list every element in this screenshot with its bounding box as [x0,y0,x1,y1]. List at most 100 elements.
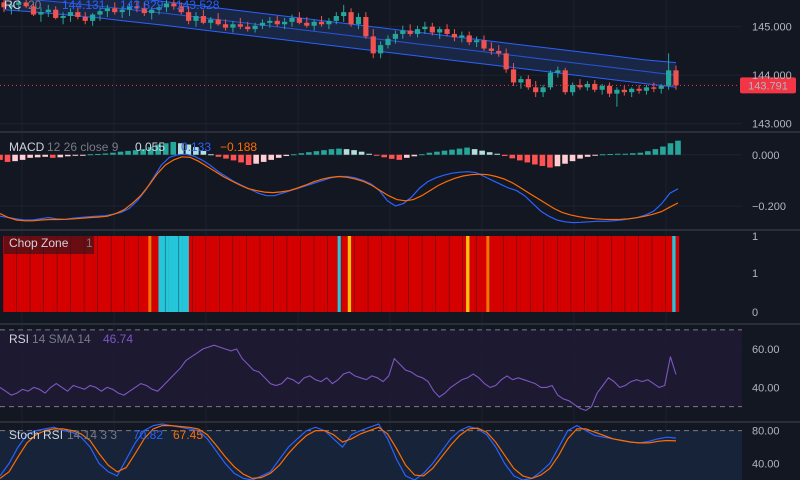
chop-column [442,236,446,312]
macd-hist-bar [388,154,395,159]
macd-hist-bar [147,147,154,155]
chop-column [641,236,646,312]
candle [370,29,376,59]
chop-column [472,236,477,312]
chop-column [344,236,348,312]
macd-hist-bar [396,154,403,160]
candle [45,4,51,17]
candle-body [289,17,295,22]
chop-column [303,236,308,312]
chop-column [107,236,112,312]
chop-column [422,236,426,312]
chop-column [459,236,463,312]
chop-column [411,236,416,312]
macd-hist-bar [170,141,177,155]
chop-column [543,236,548,312]
chop-column [114,236,119,312]
macd-hist-bar [12,154,18,162]
macd-hist-bar [193,147,199,155]
chop-column [530,236,534,312]
macd-hist-bar [449,149,455,155]
candle [400,25,406,39]
chop-column [19,236,24,312]
chop-column [486,236,490,312]
candle-body [341,12,347,17]
chop-column [604,236,609,312]
candle-body [296,17,302,23]
macd-hist-bar [230,154,237,161]
macd-hist-bar [577,154,583,159]
candle [16,0,22,12]
macd-label-param: 12 26 close 9 [47,140,119,154]
candle-body [53,9,59,18]
candle-body [643,87,650,91]
chop-column [651,236,656,312]
chop-column [131,236,136,312]
chop-column [16,236,21,312]
stoch-label-name: Stoch RSI [9,428,63,442]
candle-body [38,12,44,15]
macd-hist-bar [291,154,297,156]
chop-column [195,236,200,312]
macd-hist-bar [599,154,606,156]
macd-hist-bar [366,153,372,155]
chop-column [23,236,27,312]
chop-column [151,236,156,312]
stoch-label-param: 14 14 3 3 [67,428,117,442]
candle-body [16,2,22,5]
rc-lower-value: 143.528 [176,0,220,12]
chop-column [33,236,37,312]
candle [274,16,280,27]
candle-body [267,20,273,23]
macd-hist-bar [178,143,184,155]
rsi-value: 46.74 [103,332,133,346]
chop-column [408,236,413,312]
candle [422,21,428,34]
candle [599,83,605,95]
macd-hist-bar [275,154,282,158]
stoch-k-value: 70.82 [133,428,163,442]
candle-body [510,69,517,83]
candle [651,82,657,93]
chop-column [439,236,443,312]
rc-upper-value: 144.131 [62,0,106,12]
candle [437,26,443,39]
chop-column [341,236,345,312]
chop-column [567,236,572,312]
candle [289,14,295,27]
chop-column [209,236,213,312]
candle [171,0,177,10]
candle [466,31,472,46]
macd-hist-bar [200,150,207,155]
chop-column [533,236,538,312]
candle [23,0,29,9]
chop-column [242,236,247,312]
chop-column [236,236,240,312]
chop-column [300,236,305,312]
macd-hist-value: 0.055 [135,140,165,154]
chop-column [124,236,129,312]
stoch-axis-tick: 40.00 [752,459,780,471]
chop-column [347,236,352,312]
chop-column [368,236,372,312]
chop-column [256,236,261,312]
macd-hist-bar [373,154,380,156]
macd-hist-bar [637,152,644,155]
macd-signal-value: −0.188 [220,140,257,154]
candle [30,2,37,17]
chop-column [249,236,254,312]
chop-column [276,236,281,312]
macd-hist-bar [614,153,621,155]
candle [82,12,88,25]
chop-column [513,236,517,312]
candle [186,6,192,25]
candle-body [540,87,546,93]
candle-body [629,88,635,93]
chop-column [540,236,544,312]
candle-body [134,6,140,9]
chop-column [182,236,186,312]
macd-hist-bar [501,154,508,157]
macd-hist-bar [215,154,222,157]
macd-hist-bar [411,154,418,157]
candle [178,2,184,15]
